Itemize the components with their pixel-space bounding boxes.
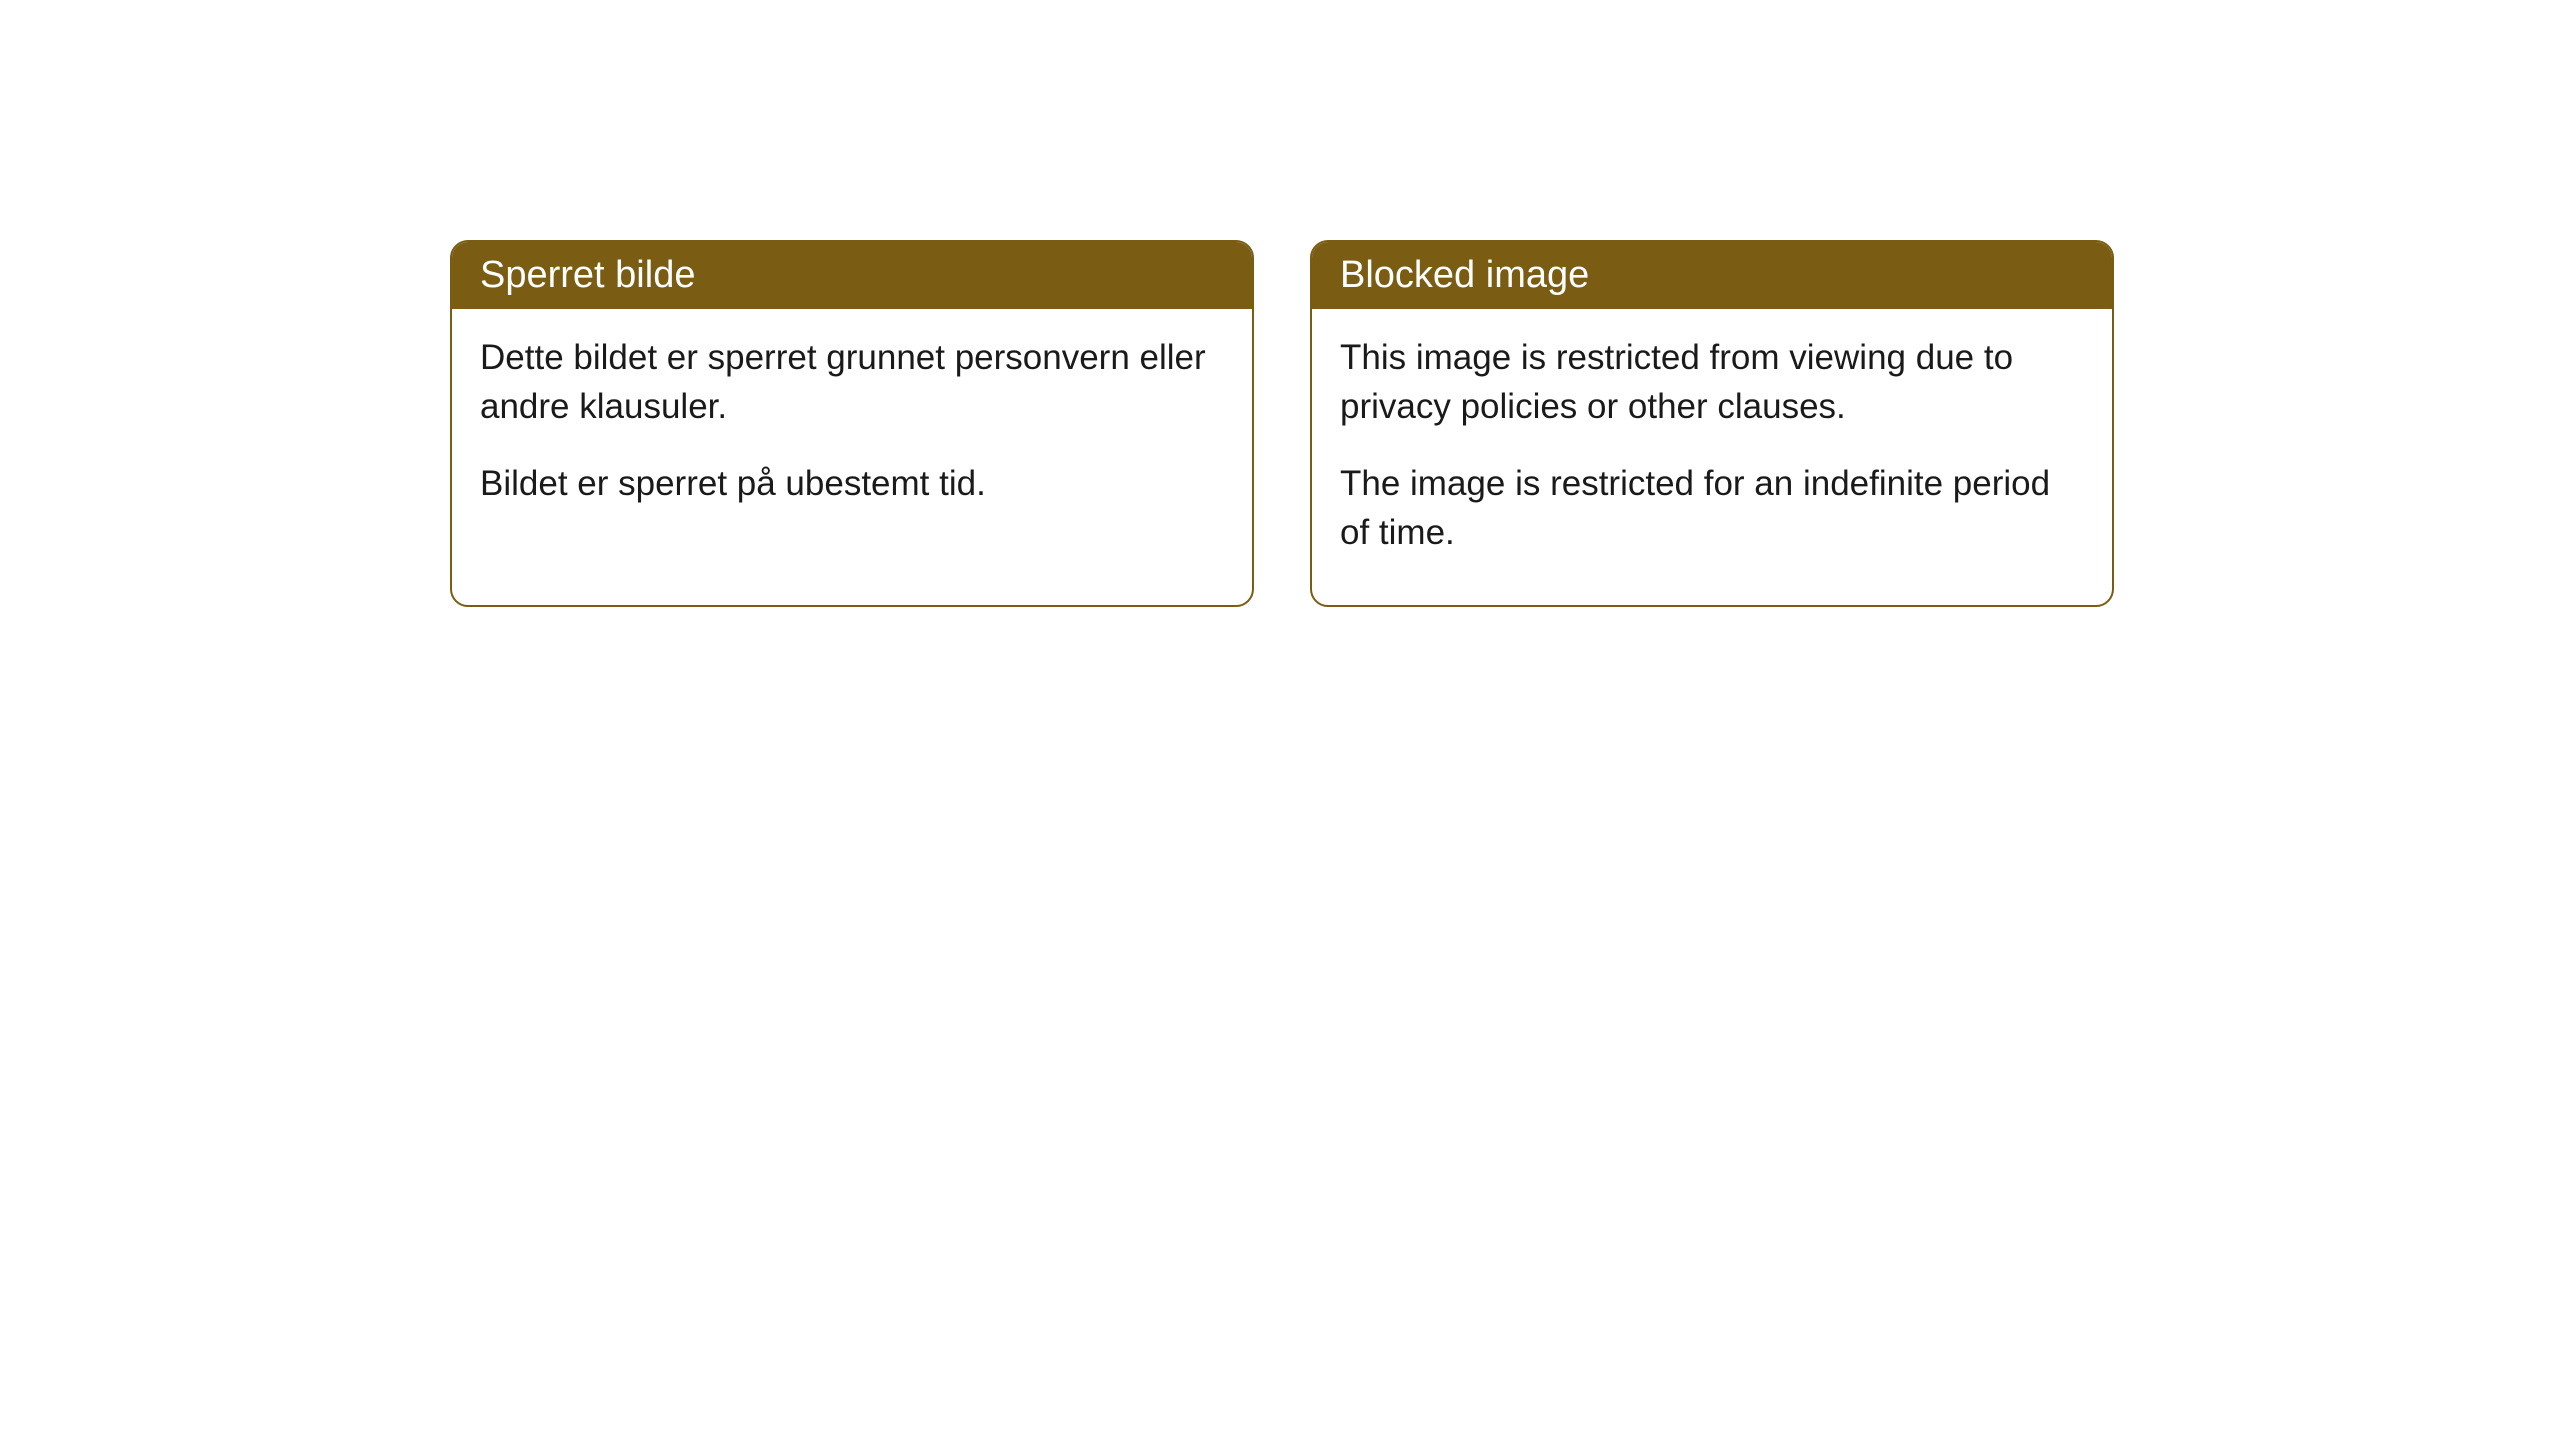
notice-paragraph-2: The image is restricted for an indefinit…	[1340, 459, 2084, 557]
notice-paragraph-1: Dette bildet er sperret grunnet personve…	[480, 333, 1224, 431]
notice-paragraph-1: This image is restricted from viewing du…	[1340, 333, 2084, 431]
notice-cards-container: Sperret bilde Dette bildet er sperret gr…	[450, 240, 2560, 607]
blocked-image-card-english: Blocked image This image is restricted f…	[1310, 240, 2114, 607]
notice-paragraph-2: Bildet er sperret på ubestemt tid.	[480, 459, 1224, 508]
card-header-norwegian: Sperret bilde	[452, 242, 1252, 309]
card-title: Sperret bilde	[480, 254, 695, 296]
card-title: Blocked image	[1340, 254, 1589, 296]
card-header-english: Blocked image	[1312, 242, 2112, 309]
card-body-norwegian: Dette bildet er sperret grunnet personve…	[452, 309, 1252, 556]
blocked-image-card-norwegian: Sperret bilde Dette bildet er sperret gr…	[450, 240, 1254, 607]
card-body-english: This image is restricted from viewing du…	[1312, 309, 2112, 605]
